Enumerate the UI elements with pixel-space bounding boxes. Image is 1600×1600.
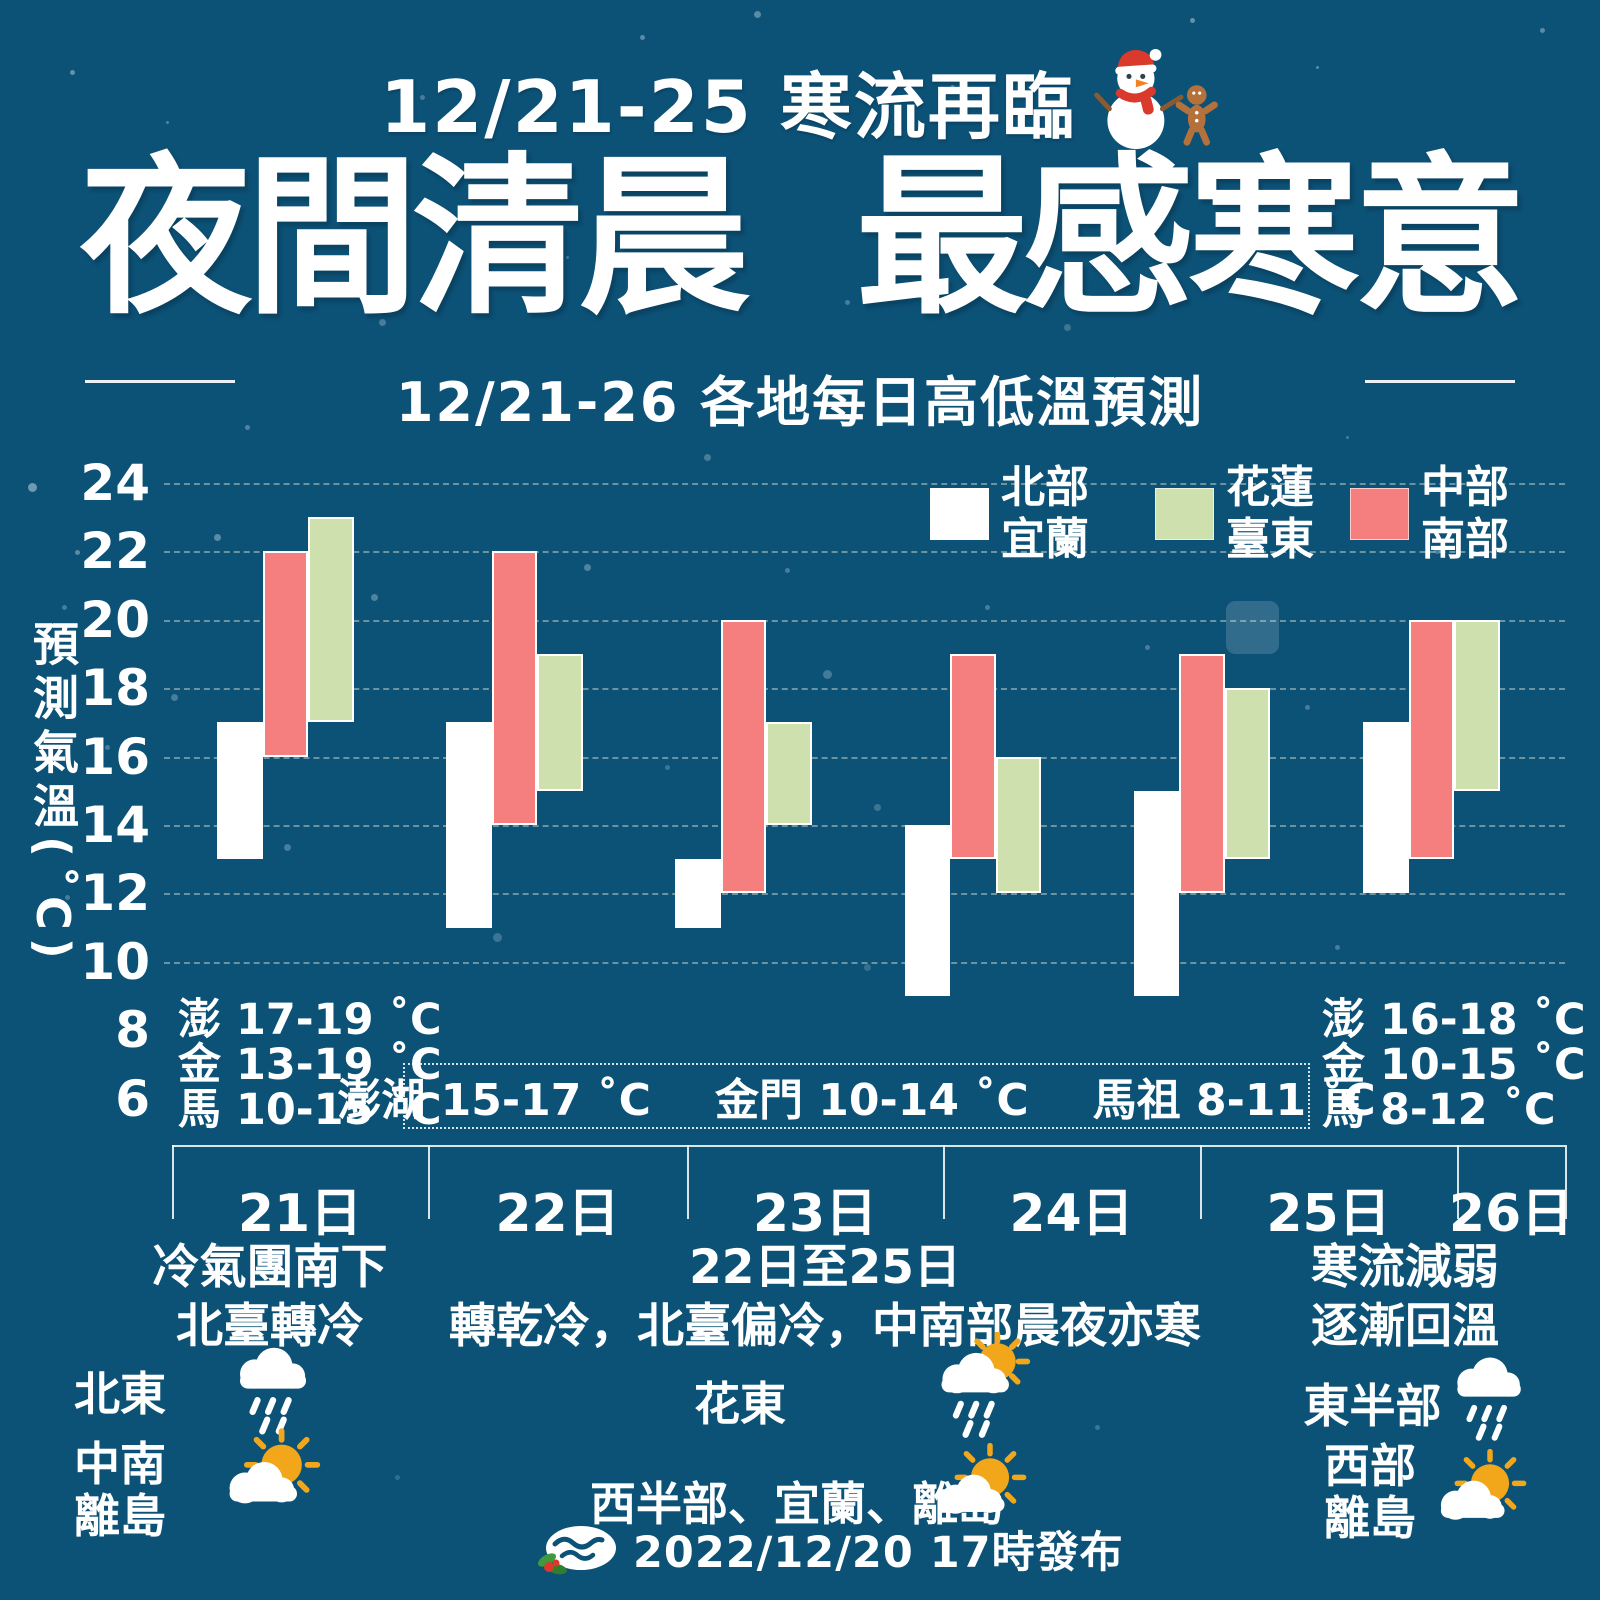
day-label: 26日 <box>1448 1184 1574 1244</box>
rain-cloud-icon <box>1443 1350 1537 1452</box>
temp-range-bar <box>675 859 721 928</box>
y-tick-label: 20 <box>80 590 150 649</box>
temp-range-bar <box>308 517 354 723</box>
legend-label: 花蓮 <box>1226 462 1314 513</box>
x-axis-tick <box>172 1145 174 1219</box>
temp-range-bar <box>1179 654 1225 894</box>
legend-swatch-east <box>1155 488 1214 540</box>
x-axis-tick <box>1200 1145 1202 1219</box>
main-title-left: 夜間清晨 <box>80 137 750 338</box>
temp-range-bar <box>1408 619 1454 860</box>
x-axis-tick <box>687 1145 689 1219</box>
temp-range-bar <box>217 722 263 860</box>
wx-label-west-islands: 西部 離島 <box>1324 1439 1416 1545</box>
islands-annotation-day26: 澎 16-18 ˚C 金 10-15 ˚C 馬 8-12 ˚C <box>1322 995 1586 1135</box>
y-tick-label: 18 <box>80 659 150 718</box>
cwb-logo-icon <box>537 1526 616 1575</box>
temp-range-bar <box>1133 790 1180 996</box>
gridline <box>164 825 1565 827</box>
y-tick-label: 14 <box>80 796 150 854</box>
day-label: 24日 <box>1009 1184 1134 1244</box>
y-axis-title: 預測氣溫(˚C) <box>26 620 80 967</box>
day-label: 25日 <box>1266 1184 1391 1244</box>
temp-range-bar <box>1363 722 1409 894</box>
wx-label-central-south-islands: 中南 離島 <box>74 1437 166 1543</box>
rain-cloud-icon <box>225 1340 323 1446</box>
snowman-icon <box>1094 48 1218 150</box>
subtitle-left-dash <box>85 380 235 383</box>
gridline <box>164 483 1565 485</box>
gridline <box>164 961 1565 964</box>
gridline <box>164 619 1565 622</box>
note-day21: 冷氣團南下 北臺轉冷 <box>152 1240 388 1354</box>
wx-label-north-east: 北東 <box>74 1367 166 1421</box>
wx-label-east-half: 東半部 <box>1303 1379 1442 1433</box>
day-label: 22日 <box>495 1184 620 1244</box>
y-tick-label: 8 <box>115 1001 150 1060</box>
temp-range-bar <box>1454 619 1500 791</box>
temp-range-bar <box>904 825 951 996</box>
main-title-right: 最感寒意 <box>856 137 1526 338</box>
temp-range-bar <box>995 756 1042 894</box>
temp-range-bar <box>491 551 538 825</box>
sun-cloud-icon <box>1430 1448 1530 1540</box>
day-label: 23日 <box>752 1184 878 1244</box>
sun-cloud-icon <box>218 1428 324 1524</box>
note-day26: 寒流減弱 逐漸回溫 <box>1311 1240 1499 1354</box>
temp-range-bar <box>720 619 767 894</box>
temp-range-bar <box>950 654 996 860</box>
footer: 2022/12/20 17時發布 <box>535 1518 1124 1580</box>
x-axis-tick <box>1457 1145 1459 1219</box>
temp-range-bar <box>537 654 583 791</box>
x-axis-tick <box>1565 1145 1567 1219</box>
sun-cloud-rain-icon <box>928 1330 1034 1448</box>
x-axis-tick <box>943 1145 945 1219</box>
y-tick-label: 10 <box>80 932 150 991</box>
legend-swatch-central <box>1350 488 1409 540</box>
top-title-row: 12/21-25 寒流再臨 <box>0 40 1600 160</box>
temp-range-bar <box>446 722 492 928</box>
chart-subtitle: 12/21-26 各地每日高低溫預測 <box>395 371 1205 434</box>
subtitle-right-dash <box>1365 380 1515 383</box>
temp-range-bar <box>1224 688 1271 860</box>
subtitle-row: 12/21-26 各地每日高低溫預測 <box>0 358 1600 434</box>
islands-annotation-box-mid: 澎湖 15-17 ˚C 金門 10-14 ˚C 馬祖 8-11 ˚C <box>337 1063 1376 1129</box>
gridline <box>164 756 1565 759</box>
legend-label: 北部 <box>1001 462 1089 513</box>
day-label: 21日 <box>237 1184 363 1244</box>
snow-dots <box>0 0 5 5</box>
gridline <box>164 893 1565 896</box>
islands-annotation-day21: 澎 17-19 ˚C 金 13-19 ˚C 馬 10-15 ˚C <box>178 995 442 1135</box>
gridline <box>164 688 1565 691</box>
chart-legend: 北部 宜蘭 花蓮 臺東 中部 南部 <box>900 462 1560 582</box>
y-tick-label: 22 <box>80 522 150 581</box>
top-title: 12/21-25 寒流再臨 <box>380 64 1076 149</box>
y-tick-label: 24 <box>80 454 150 512</box>
legend-item-central-south: 中部 南部 <box>1350 462 1509 566</box>
temp-range-bar <box>766 722 812 825</box>
note-day22-25: 22日至25日 轉乾冷，北臺偏冷，中南部晨夜亦寒 <box>449 1240 1201 1354</box>
y-tick-label: 6 <box>115 1069 150 1128</box>
y-tick-label: 16 <box>80 727 150 786</box>
legend-label: 中部 <box>1421 462 1509 513</box>
temperature-range-chart: 24 22 20 18 16 14 12 10 8 6 21日 22日 23日 24日 25日 26日 <box>80 455 1573 1244</box>
main-title: 夜間清晨 最感寒意 <box>80 137 1526 338</box>
gridline <box>164 551 1565 554</box>
legend-item-hualien-taitung: 花蓮 臺東 <box>1155 462 1314 566</box>
temp-range-bar <box>262 551 308 757</box>
x-axis-tick <box>428 1145 430 1219</box>
gingerbread-icon <box>1175 85 1218 146</box>
legend-item-north-yilan: 北部 宜蘭 <box>930 462 1089 566</box>
x-axis-line <box>172 1145 1565 1147</box>
wx-label-hua-east: 花東 <box>694 1377 786 1431</box>
issue-timestamp: 2022/12/20 17時發布 <box>633 1528 1124 1578</box>
legend-swatch-north <box>930 488 989 540</box>
sun-cloud-icon <box>930 1442 1030 1534</box>
y-tick-label: 12 <box>80 864 150 923</box>
